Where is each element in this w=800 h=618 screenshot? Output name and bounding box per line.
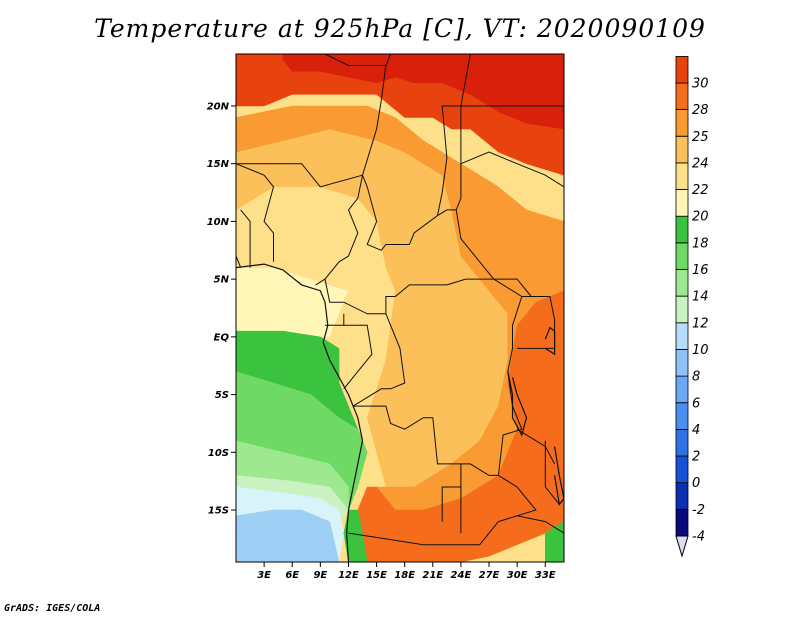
coastlines	[236, 263, 564, 562]
colorbar-swatch	[675, 135, 689, 164]
border-line	[498, 474, 537, 517]
colorbar-swatch	[675, 349, 689, 377]
temp-band-8	[236, 509, 340, 562]
colorbar-label: 6	[692, 396, 700, 411]
coastline	[554, 446, 564, 506]
map-title: Temperature at 925hPa [C], VT: 202009010…	[94, 14, 706, 43]
colorbar-swatch	[675, 295, 689, 324]
border-line	[441, 486, 461, 522]
y-tick-label: 5N	[214, 275, 230, 286]
grads-credit: GrADS: IGES/COLA	[4, 603, 101, 614]
colorbar-label: 24	[692, 156, 709, 171]
colorbar-label: -4	[692, 530, 705, 545]
border-line	[324, 54, 392, 66]
y-tick-label: 10S	[208, 448, 229, 459]
coastline	[236, 263, 364, 562]
x-tick-label: 15E	[366, 570, 387, 581]
border-line	[324, 278, 494, 315]
coastline	[507, 371, 528, 437]
colorbar-swatch	[675, 269, 689, 297]
x-tick-label: 24E	[451, 570, 472, 581]
colorbar-label: 25	[692, 130, 709, 145]
colorbar-swatch	[675, 215, 689, 244]
border-line	[517, 296, 556, 349]
border-line	[236, 163, 275, 262]
colorbar-swatch	[675, 82, 689, 111]
x-tick-label: 33E	[535, 570, 556, 581]
border-line	[455, 111, 462, 211]
border-line	[352, 313, 406, 407]
border-line	[493, 278, 532, 297]
colorbar-swatch	[675, 322, 689, 350]
border-line	[348, 532, 480, 546]
border-line	[240, 209, 251, 268]
x-tick-label: 27E	[479, 570, 500, 581]
border-line	[498, 515, 564, 534]
colorbar-label: 18	[692, 236, 709, 251]
temp-band-coast	[343, 509, 368, 562]
colorbar-swatch	[675, 482, 689, 510]
temperature-layers	[236, 54, 564, 562]
colorbar-min-arrow	[675, 535, 689, 558]
colorbar-label: 22	[692, 183, 709, 198]
border-line	[460, 296, 523, 476]
colorbar-swatch	[675, 428, 689, 457]
border-line	[343, 324, 373, 390]
colorbar-label: 16	[692, 263, 709, 278]
colorbar-swatch	[675, 56, 689, 84]
x-tick-label: 6E	[285, 570, 299, 581]
temp-band-se	[545, 521, 564, 562]
y-tick-label: 15N	[207, 159, 230, 170]
colorbar-label: 14	[692, 290, 709, 305]
colorbar-label: 12	[692, 316, 709, 331]
coastline	[544, 326, 556, 356]
colorbar-swatch	[675, 375, 689, 404]
border-line	[361, 65, 527, 297]
x-axis: 3E 6E 9E 12E 15E 18E 21E 24E 27E 30E 33E	[257, 562, 556, 581]
colorbar-label: 8	[692, 370, 700, 385]
border-line	[353, 405, 462, 534]
y-tick-label: 15S	[208, 506, 229, 517]
colorbar-label: 4	[692, 423, 700, 438]
x-tick-label: 21E	[422, 570, 443, 581]
y-tick-label: 20N	[207, 101, 230, 112]
x-tick-label: 18E	[394, 570, 415, 581]
colorbar-swatch	[675, 242, 689, 270]
border-line	[236, 163, 364, 286]
map-frame	[235, 53, 565, 563]
temp-band-32	[282, 54, 564, 130]
colorbar-swatch	[675, 508, 689, 537]
border-line	[460, 151, 564, 188]
x-tick-label: 30E	[507, 570, 528, 581]
y-tick-label: EQ	[214, 332, 230, 343]
colorbar-swatch	[675, 402, 689, 430]
colorbar-label: 0	[692, 476, 700, 491]
colorbar-swatch	[675, 162, 689, 190]
y-tick-label: 5S	[215, 390, 229, 401]
border-line	[236, 209, 242, 268]
x-tick-label: 9E	[313, 570, 327, 581]
colorbar-swatch	[675, 109, 689, 137]
colorbar-swatch	[675, 455, 689, 484]
colorbar-swatch	[675, 189, 689, 217]
colorbar-label: 10	[692, 343, 709, 358]
country-borders	[236, 54, 564, 546]
temp-band-28	[348, 221, 564, 562]
border-line	[479, 521, 499, 546]
y-axis: 20N 15N 10N 5N EQ 5S 10S 15S	[207, 101, 236, 517]
colorbar-label: 20	[692, 210, 709, 225]
x-tick-label: 3E	[257, 570, 271, 581]
colorbar-label: 2	[692, 450, 700, 465]
y-tick-label: 10N	[207, 217, 230, 228]
colorbar-label: 30	[692, 77, 709, 92]
x-tick-label: 12E	[338, 570, 359, 581]
colorbar-label: 28	[692, 103, 709, 118]
border-line	[437, 105, 461, 216]
colorbar-label: -2	[692, 503, 705, 518]
